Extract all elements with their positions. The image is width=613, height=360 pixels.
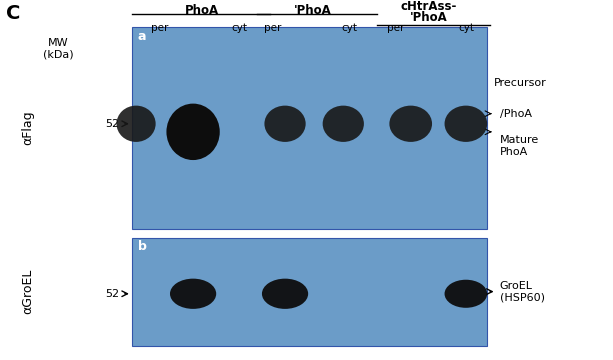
Text: MW
(kDa): MW (kDa) xyxy=(43,38,74,59)
Bar xyxy=(132,238,487,346)
Text: per: per xyxy=(151,23,168,33)
Ellipse shape xyxy=(264,105,306,142)
Text: PhoA: PhoA xyxy=(185,4,219,17)
Text: 52: 52 xyxy=(105,119,120,129)
Text: /PhoA: /PhoA xyxy=(500,109,531,119)
Ellipse shape xyxy=(389,105,432,142)
Text: 52: 52 xyxy=(105,289,120,299)
Text: cyt: cyt xyxy=(231,23,247,33)
Ellipse shape xyxy=(444,105,487,142)
Text: cyt: cyt xyxy=(341,23,357,33)
Text: 'PhoA: 'PhoA xyxy=(294,4,332,17)
Ellipse shape xyxy=(444,280,487,308)
Bar xyxy=(132,27,487,229)
Text: cyt: cyt xyxy=(458,23,474,33)
Text: per: per xyxy=(387,23,404,33)
Text: GroEL
(HSP60): GroEL (HSP60) xyxy=(500,281,544,302)
Text: Precursor: Precursor xyxy=(493,78,546,89)
Text: per: per xyxy=(264,23,281,33)
Ellipse shape xyxy=(170,279,216,309)
Ellipse shape xyxy=(167,104,220,160)
Ellipse shape xyxy=(322,105,364,142)
Text: a: a xyxy=(138,30,147,43)
Text: b: b xyxy=(138,240,147,253)
Text: cHtrAss-: cHtrAss- xyxy=(401,0,457,13)
Text: C: C xyxy=(6,4,20,23)
Ellipse shape xyxy=(116,105,156,142)
Text: Mature
PhoA: Mature PhoA xyxy=(500,135,539,157)
Ellipse shape xyxy=(262,279,308,309)
Text: αFlag: αFlag xyxy=(21,111,34,145)
Text: 'PhoA: 'PhoA xyxy=(410,11,448,24)
Text: αGroEL: αGroEL xyxy=(21,269,34,314)
